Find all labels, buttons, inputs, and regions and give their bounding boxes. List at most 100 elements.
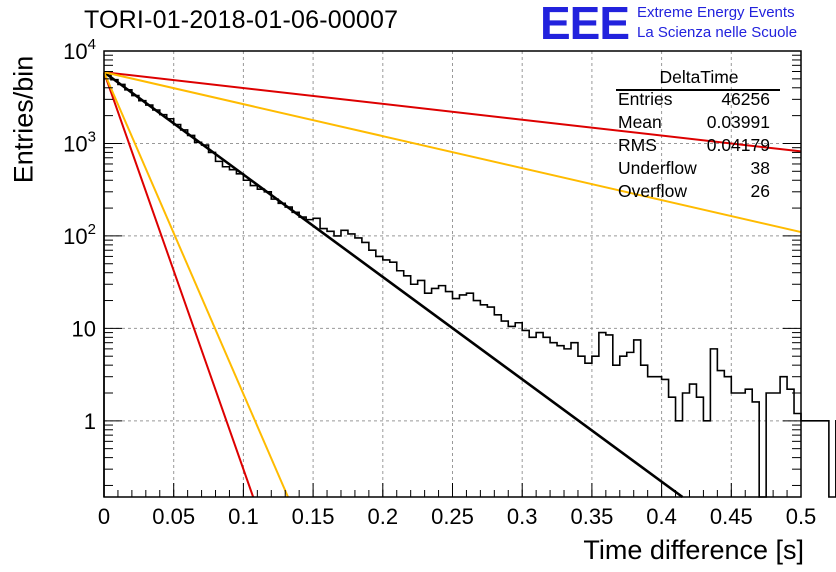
histogram-bin bbox=[599, 333, 606, 497]
x-tick-label: 0 bbox=[98, 504, 110, 529]
histogram-bin bbox=[202, 145, 209, 497]
histogram-bin bbox=[683, 393, 690, 497]
stats-row: RMS 0.04179 bbox=[610, 134, 788, 157]
reference-line bbox=[103, 71, 802, 234]
stats-box: DeltaTime Entries 46256 Mean 0.03991 RMS… bbox=[610, 66, 788, 203]
histogram-bin bbox=[404, 276, 411, 497]
histogram-bin bbox=[160, 115, 167, 497]
stats-value: 0.03991 bbox=[706, 112, 770, 132]
exponential-fit-line bbox=[103, 71, 684, 499]
histogram-bin bbox=[766, 393, 773, 497]
histogram-bin bbox=[620, 356, 627, 497]
histogram-bin bbox=[334, 236, 341, 497]
histogram-bin bbox=[494, 315, 501, 497]
x-tick-label: 0.1 bbox=[228, 504, 259, 529]
histogram-bin bbox=[550, 343, 557, 497]
histogram-bin bbox=[627, 352, 634, 497]
histogram-bin bbox=[327, 231, 334, 497]
histogram-bin bbox=[271, 199, 278, 497]
histogram-bin bbox=[634, 340, 641, 497]
histogram-bin bbox=[808, 421, 815, 497]
histogram-bin bbox=[411, 284, 418, 497]
histogram-bin bbox=[418, 280, 425, 497]
histogram-outline bbox=[103, 72, 836, 498]
histogram-bin bbox=[362, 242, 369, 497]
histogram-bin bbox=[473, 301, 480, 497]
y-tick-label: 102 bbox=[63, 221, 96, 249]
histogram-bin bbox=[348, 234, 355, 497]
histogram-bin bbox=[222, 167, 229, 497]
y-tick-label: 104 bbox=[63, 36, 96, 64]
histogram-bin bbox=[118, 84, 125, 497]
stats-row: Entries 46256 bbox=[610, 88, 788, 111]
y-tick-label: 103 bbox=[63, 128, 96, 156]
fit-lines-layer bbox=[103, 71, 802, 499]
histogram-bin bbox=[313, 218, 320, 497]
y-tick-label: 1 bbox=[84, 409, 96, 434]
histogram-bin bbox=[815, 421, 822, 497]
stats-value: 38 bbox=[750, 158, 770, 178]
reference-line bbox=[103, 71, 289, 498]
histogram-bin bbox=[257, 189, 264, 497]
stats-label: Mean bbox=[618, 112, 662, 132]
histogram-bin bbox=[355, 238, 362, 497]
histogram-bin bbox=[209, 152, 216, 497]
chart-title: TORI-01-2018-01-06-00007 bbox=[84, 6, 399, 34]
histogram-bin bbox=[369, 250, 376, 497]
histogram-bin bbox=[752, 402, 759, 497]
eee-logo-line2: La Scienza nelle Scuole bbox=[637, 24, 798, 41]
histogram-bin bbox=[745, 389, 752, 497]
histogram-bin bbox=[459, 295, 466, 497]
histogram-bin bbox=[801, 421, 808, 497]
stats-label: RMS bbox=[618, 135, 657, 155]
histogram-bin bbox=[397, 271, 404, 497]
histogram-bin bbox=[773, 393, 780, 497]
x-axis-label: Time difference [s] bbox=[583, 535, 804, 565]
y-axis-label-wrap: Entries/bin bbox=[4, 56, 44, 184]
y-axis-label: Entries/bin bbox=[8, 55, 39, 184]
stats-value: 0.04179 bbox=[706, 135, 770, 155]
histogram-bin bbox=[466, 293, 473, 497]
histogram-bin bbox=[299, 217, 306, 497]
eee-logo-line1: Extreme Energy Events bbox=[637, 4, 795, 21]
stats-label: Overflow bbox=[618, 181, 688, 201]
histogram-bin bbox=[529, 337, 536, 497]
histogram-bin bbox=[292, 212, 299, 497]
histogram-bin bbox=[285, 207, 292, 497]
histogram-bin bbox=[613, 365, 620, 497]
histogram-bin bbox=[648, 377, 655, 497]
axis-ticks bbox=[103, 50, 802, 497]
histogram-bin bbox=[662, 379, 669, 497]
histogram-bin bbox=[731, 393, 738, 497]
histogram-bin bbox=[543, 337, 550, 497]
histogram-bin bbox=[501, 321, 508, 497]
histogram-bin bbox=[738, 393, 745, 497]
histogram-bin bbox=[696, 397, 703, 497]
x-tick-label: 0.5 bbox=[786, 504, 817, 529]
histogram-bin bbox=[780, 377, 787, 497]
histogram-layer bbox=[103, 72, 836, 498]
histogram-bin bbox=[480, 305, 487, 497]
stats-label: Underflow bbox=[618, 158, 697, 178]
histogram-bin bbox=[425, 293, 432, 497]
histogram-bin bbox=[536, 333, 543, 497]
reference-line bbox=[103, 71, 802, 153]
histogram-bin bbox=[689, 384, 696, 497]
histogram-bin bbox=[794, 414, 801, 497]
histogram-bin bbox=[104, 74, 111, 497]
x-tick-label: 0.15 bbox=[292, 504, 335, 529]
histogram-bin bbox=[341, 230, 348, 497]
histogram-bin bbox=[250, 186, 257, 497]
eee-logo: EEE bbox=[540, 0, 630, 49]
histogram-bin bbox=[724, 377, 731, 497]
x-tick-label: 0.3 bbox=[507, 504, 538, 529]
stats-header-rule bbox=[616, 89, 780, 91]
histogram-bin bbox=[557, 346, 564, 497]
histogram-bin bbox=[243, 180, 250, 497]
x-tick-label: 0.35 bbox=[570, 504, 613, 529]
histogram-bin bbox=[278, 203, 285, 497]
histogram-bin bbox=[822, 421, 829, 497]
stats-value: 46256 bbox=[721, 89, 770, 109]
histogram-bin bbox=[216, 161, 223, 497]
histogram-bin bbox=[564, 349, 571, 497]
